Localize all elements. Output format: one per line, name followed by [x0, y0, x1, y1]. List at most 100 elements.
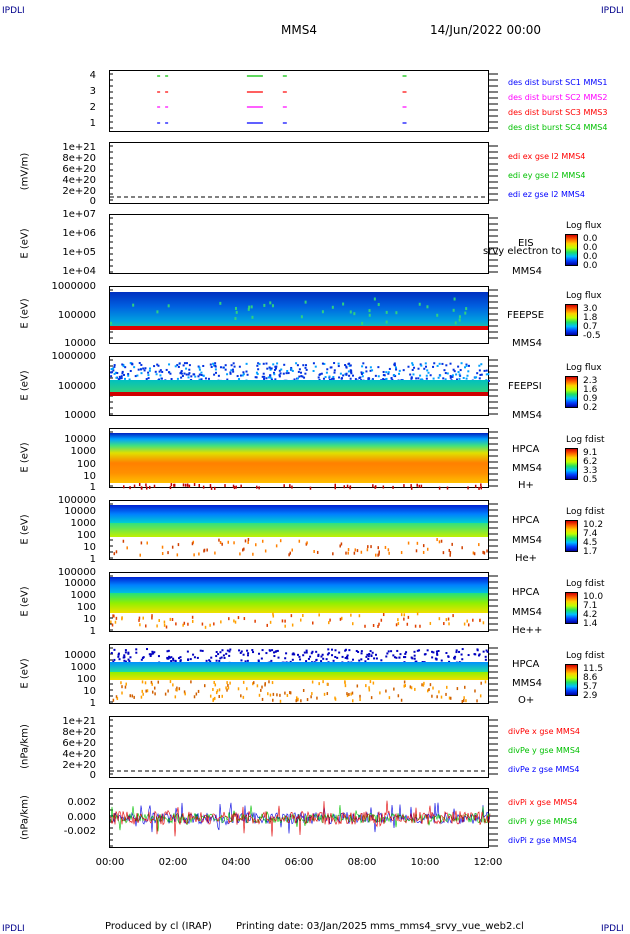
spectrogram-feepsi-dot: [217, 374, 220, 377]
spectrogram-hpca-o-dot: [215, 655, 218, 658]
spectrogram-hpca-o-dot: [375, 657, 378, 660]
spectrogram-feepsi-dot: [362, 371, 365, 374]
spectrogram-speck: [140, 541, 143, 545]
spectrogram-speck: [438, 486, 441, 490]
spectrogram-speck: [243, 617, 246, 621]
spectrogram-hpca-o-dot: [413, 654, 416, 657]
spectrogram-feepsi-dot: [393, 373, 396, 376]
spectrogram-speck: [365, 684, 367, 688]
spectrogram-feepsi-dot: [197, 365, 200, 368]
spectrogram-speck: [178, 687, 181, 691]
spectrogram-hpca-o-dot: [284, 657, 287, 660]
spectrogram-speck: [161, 552, 164, 556]
spectrogram-speck: [306, 698, 309, 702]
spectrogram-speck: [269, 693, 272, 697]
spectrogram-speck: [404, 684, 406, 688]
spectrogram-hpca-o-dot: [325, 658, 328, 661]
spectrogram-speck: [290, 614, 293, 618]
spectrogram-feepsi-dot: [115, 376, 118, 379]
spectrogram-feepsi-dot: [124, 366, 127, 369]
spectrogram-speck: [416, 541, 419, 545]
spectrogram-speck: [429, 683, 432, 687]
spectrogram-hpca-o-dot: [341, 655, 344, 658]
spectrogram-speck: [218, 538, 220, 542]
spectrogram-speck: [140, 695, 143, 699]
spectrogram-feepsi-dot: [161, 370, 164, 373]
spectrogram-feepsi-dot: [437, 376, 440, 379]
ytick: 1: [89, 698, 96, 709]
spectrogram-hpca-o-dot: [357, 650, 360, 653]
spectrogram-feepsi-dot: [465, 377, 468, 380]
spectrogram-feepsi-dot: [270, 378, 273, 381]
spectrogram-speck: [428, 688, 430, 692]
ytick: 0: [89, 196, 96, 207]
spectrogram-speck: [422, 550, 425, 554]
spectrogram-speck: [121, 691, 123, 695]
spectrogram-feepsi-dot: [464, 366, 467, 369]
spectrogram-hpca-o-dot: [393, 656, 396, 659]
spectrogram-speck: [201, 622, 204, 626]
spectrogram-feepsi-dot: [367, 377, 370, 380]
spectrogram-hpca-o-dot: [117, 653, 120, 656]
spectrogram-feepsi-dot: [143, 369, 146, 372]
instrument-label: HPCA: [512, 444, 540, 455]
spectrogram-feepsi-dot: [300, 371, 303, 374]
spectrogram-hpca-o-dot: [258, 652, 261, 655]
spectrogram-speck: [169, 680, 172, 684]
spectrogram-hpca-o-dot: [240, 659, 243, 662]
spectrogram-feepsi-dot: [382, 378, 385, 381]
spectrogram-hpca-o-dot: [332, 659, 335, 662]
spectrogram-feepsi-dot: [258, 363, 261, 366]
colorbar-tick: 1.6: [583, 385, 598, 395]
spectrogram-speck: [440, 695, 443, 699]
ytick: 0: [89, 770, 96, 781]
spectrogram-feepsi-dot: [413, 366, 416, 369]
spectrogram-speck: [191, 615, 194, 619]
spectrogram-speck: [311, 680, 314, 684]
spectrogram-feepsi-dot: [319, 373, 322, 376]
spectrogram-feepsi-dot: [246, 373, 249, 376]
spectrogram-feepsi-dot: [139, 368, 142, 371]
legend-entry: des dist burst SC2 MMS2: [508, 93, 608, 102]
spectrogram-speck: [271, 681, 274, 685]
spectrogram-speck: [113, 614, 115, 618]
colorbar-tick: 0.0: [583, 261, 598, 271]
spectrogram-hpca-o-dot: [226, 649, 229, 652]
spectrogram-speck: [174, 695, 177, 699]
spectrogram-speck: [478, 486, 480, 490]
spectrogram-feepsi-dot: [457, 371, 460, 374]
spectrogram-feepsi-dot: [187, 373, 190, 376]
spectrogram-hpca-o-dot: [228, 650, 231, 653]
spectrogram-speck: [239, 552, 241, 556]
spectrogram-speck: [227, 540, 230, 544]
spectrogram-speck: [313, 549, 315, 553]
spectrogram-speck: [486, 549, 488, 553]
spectrogram-speck: [252, 552, 254, 556]
panel-divpe: [109, 716, 489, 778]
ytick: 100: [76, 530, 96, 541]
spectrogram-feepsi-dot: [455, 373, 458, 376]
spectrogram-feepsi-dot: [190, 375, 193, 378]
spectrogram-hpca-o-dot: [358, 659, 361, 662]
spectrogram-feepsi-dot: [137, 368, 140, 371]
spectrogram-hpca-o-dot: [431, 650, 434, 653]
spectrogram-speck: [110, 321, 113, 325]
spectrogram-speck: [352, 622, 354, 626]
spectrogram-feepsi-dot: [144, 367, 147, 370]
colorbar-title: Log fdist: [566, 507, 605, 517]
spectrogram-feepsi-dot: [278, 374, 281, 377]
spectrogram-speck: [188, 484, 191, 488]
spectrogram-feepsi-dot: [371, 369, 374, 372]
ytick: 2e+20: [62, 760, 96, 771]
spectrogram-feepsi-dot: [425, 377, 428, 380]
spectrogram-hpca-o-dot: [307, 657, 310, 660]
colorbar: [565, 376, 578, 408]
spectrogram-speck: [349, 485, 352, 489]
spectrogram-speck: [328, 621, 330, 625]
spectrogram-hpca-o-dot: [435, 658, 438, 661]
spectrogram-feepsi-dot: [112, 367, 115, 370]
panel-edi: [109, 142, 489, 204]
spectrogram-speck: [212, 698, 214, 702]
spectrogram-speck: [271, 304, 274, 308]
spectrogram-hpca-o-dot: [360, 658, 363, 661]
